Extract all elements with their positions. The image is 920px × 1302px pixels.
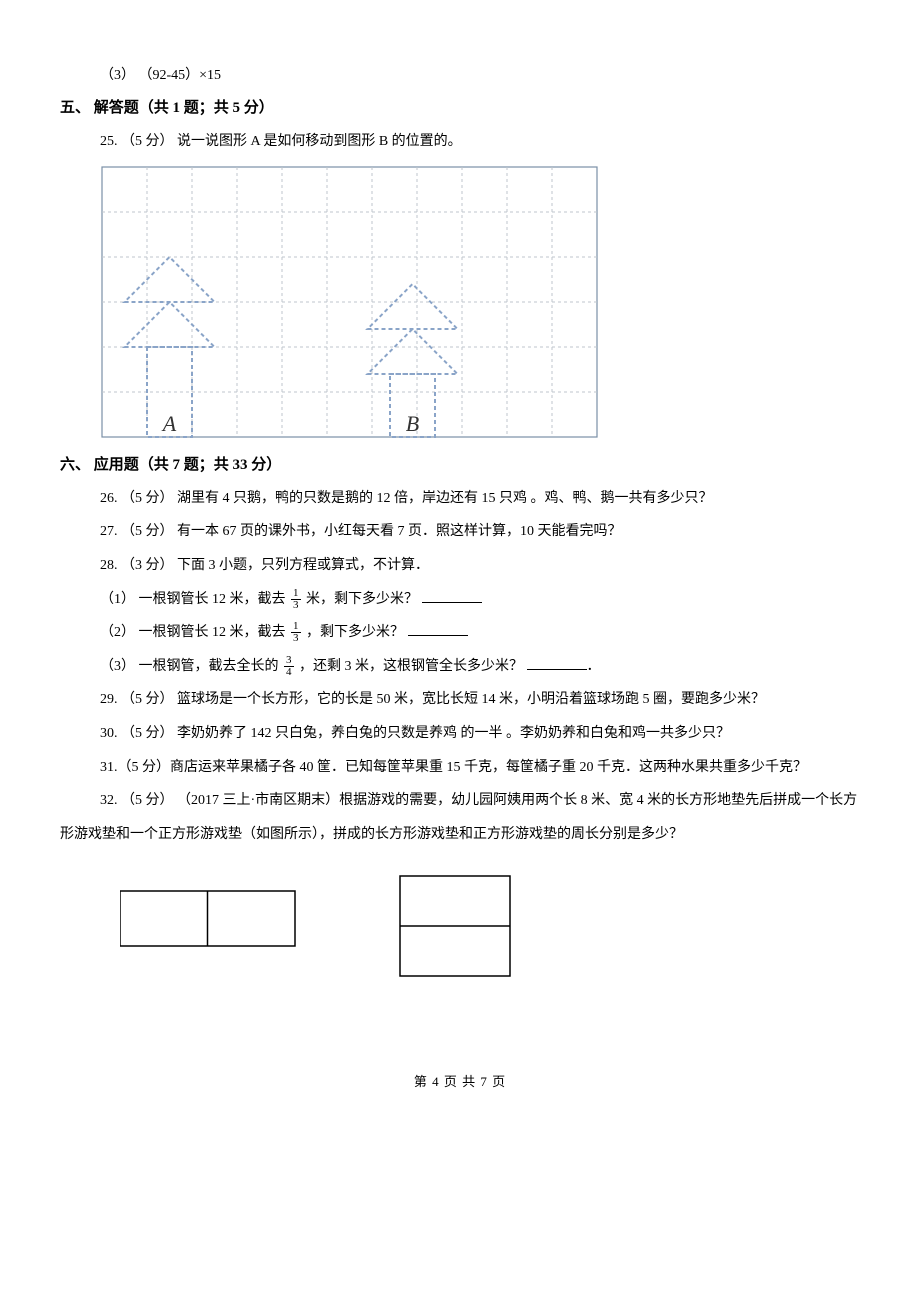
section-6-title: 六、 应用题（共 7 题；共 33 分） [60, 449, 860, 482]
q32-text: 32. （5 分） （2017 三上·市南区期末）根据游戏的需要，幼儿园阿姨用两… [60, 784, 860, 851]
q31-span: 31.（5 分）商店运来苹果橘子各 40 筐．已知每筐苹果重 15 千克，每筐橘… [100, 760, 807, 775]
section-5-title: 五、 解答题（共 1 题；共 5 分） [60, 92, 860, 125]
q26-text: 26. （5 分） 湖里有 4 只鹅，鸭的只数是鹅的 12 倍，岸边还有 15 … [60, 482, 860, 516]
q28-sub3: （3） 一根钢管，截去全长的 3 4 ，还剩 3 米，这根钢管全长多少米？ ． [60, 650, 860, 684]
q28-1-b: 米，剩下多少米？ [306, 592, 418, 607]
q25-figure: AB [60, 165, 860, 439]
q25-text: 25. （5 分） 说一说图形 A 是如何移动到图形 B 的位置的。 [60, 125, 860, 159]
q28-2-b: ，剩下多少米？ [306, 625, 404, 640]
q28-sub2: （2） 一根钢管长 12 米，截去 1 3 ，剩下多少米？ [60, 616, 860, 650]
q28-text: 28. （3 分） 下面 3 小题，只列方程或算式，不计算． [60, 549, 860, 583]
q31-text: 31.（5 分）商店运来苹果橘子各 40 筐．已知每筐苹果重 15 千克，每筐橘… [60, 751, 860, 785]
blank-line [422, 602, 482, 603]
frac-den: 4 [284, 667, 294, 678]
q27-text: 27. （5 分） 有一本 67 页的课外书，小红每天看 7 页．照这样计算，1… [60, 515, 860, 549]
blank-line [527, 669, 587, 670]
q28-3-a: （3） 一根钢管，截去全长的 [100, 659, 282, 674]
rects-figure-svg [120, 871, 540, 981]
q29-text: 29. （5 分） 篮球场是一个长方形，它的长是 50 米，宽比长短 14 米，… [60, 683, 860, 717]
svg-text:B: B [406, 411, 419, 436]
frac-den: 3 [291, 600, 301, 611]
svg-text:A: A [161, 411, 177, 436]
q32-figure [60, 871, 860, 981]
q28-3-b: ，还剩 3 米，这根钢管全长多少米？ [299, 659, 523, 674]
fraction-1-3: 1 3 [291, 621, 301, 644]
grid-figure-svg: AB [100, 165, 599, 439]
q30-text: 30. （5 分） 李奶奶养了 142 只白兔，养白兔的只数是养鸡 的一半 。李… [60, 717, 860, 751]
q28-2-a: （2） 一根钢管长 12 米，截去 [100, 625, 289, 640]
fraction-1-3: 1 3 [291, 588, 301, 611]
page: （3） （92-45）×15 五、 解答题（共 1 题；共 5 分） 25. （… [0, 0, 920, 1130]
q28-sub1: （1） 一根钢管长 12 米，截去 1 3 米，剩下多少米？ [60, 583, 860, 617]
q32-span: 32. （5 分） （2017 三上·市南区期末）根据游戏的需要，幼儿园阿姨用两… [60, 793, 857, 842]
q24-sub3: （3） （92-45）×15 [60, 60, 860, 92]
frac-den: 3 [291, 633, 301, 644]
page-footer: 第 4 页 共 7 页 [60, 1071, 860, 1090]
q28-1-a: （1） 一根钢管长 12 米，截去 [100, 592, 289, 607]
fraction-3-4: 3 4 [284, 655, 294, 678]
blank-line [408, 635, 468, 636]
